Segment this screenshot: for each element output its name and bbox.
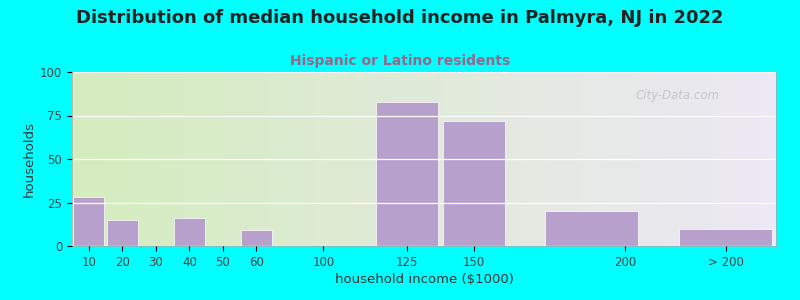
Bar: [107, 220, 138, 246]
Text: Distribution of median household income in Palmyra, NJ in 2022: Distribution of median household income …: [76, 9, 724, 27]
Bar: [174, 218, 205, 246]
Bar: [443, 121, 505, 246]
Bar: [241, 230, 272, 246]
Bar: [376, 102, 438, 246]
Text: City-Data.com: City-Data.com: [635, 89, 719, 102]
Bar: [546, 211, 638, 246]
X-axis label: household income ($1000): household income ($1000): [334, 273, 514, 286]
Bar: [679, 229, 772, 246]
Bar: [74, 197, 104, 246]
Y-axis label: households: households: [23, 121, 36, 197]
Text: Hispanic or Latino residents: Hispanic or Latino residents: [290, 54, 510, 68]
